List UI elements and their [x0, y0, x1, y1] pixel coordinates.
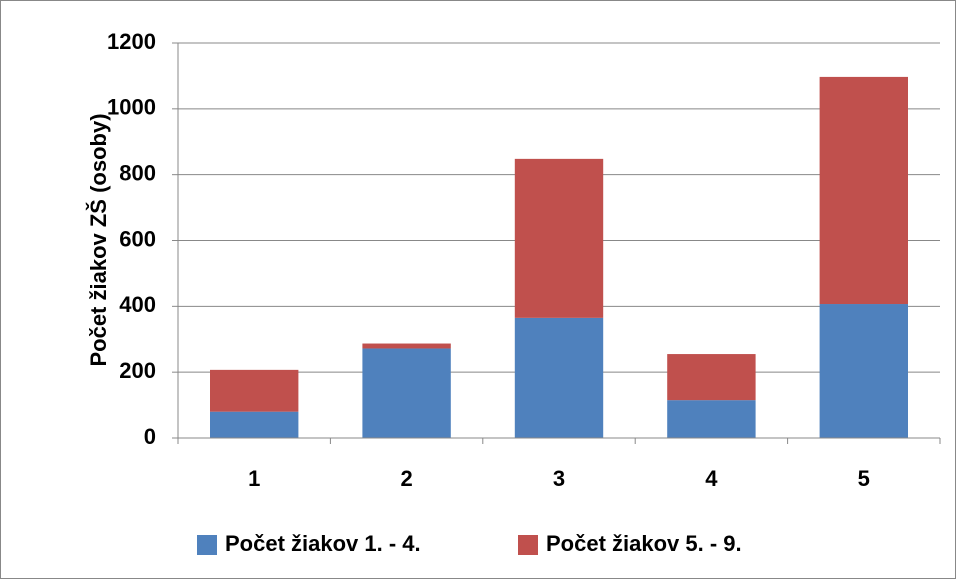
- y-tick-label: 600: [119, 226, 156, 251]
- bar-segment: [667, 400, 756, 438]
- bar-segment: [362, 343, 451, 349]
- bar-segment: [514, 158, 604, 318]
- legend-swatch: [518, 535, 538, 555]
- y-axis-label: Počet žiakov ZŠ (osoby): [86, 113, 111, 366]
- legend-swatch: [197, 535, 217, 555]
- bar-segment: [210, 411, 299, 438]
- bar-segment: [362, 348, 451, 438]
- bar-segment: [819, 304, 908, 438]
- y-tick-label: 800: [119, 160, 156, 185]
- y-tick-label: 1000: [107, 95, 156, 120]
- bar-segment: [210, 369, 299, 412]
- y-tick-label: 0: [144, 424, 156, 449]
- x-tick-label: 3: [553, 466, 565, 491]
- y-tick-label: 200: [119, 358, 156, 383]
- y-tick-label: 400: [119, 292, 156, 317]
- x-tick-label: 5: [858, 466, 870, 491]
- y-tick-label: 1200: [107, 29, 156, 54]
- x-tick-label: 2: [400, 466, 412, 491]
- x-tick-label: 1: [248, 466, 260, 491]
- bar-segment: [667, 354, 756, 401]
- bar-segment: [514, 317, 604, 438]
- x-tick-label: 4: [705, 466, 718, 491]
- legend-label: Počet žiakov 5. - 9.: [546, 531, 742, 556]
- bar-segment: [819, 76, 908, 305]
- legend-label: Počet žiakov 1. - 4.: [225, 531, 421, 556]
